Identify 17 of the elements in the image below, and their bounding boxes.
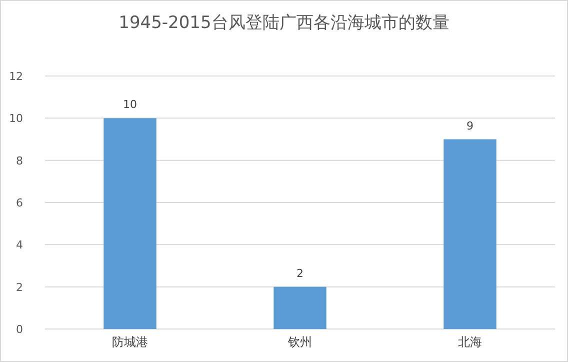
y-tick-label: 12 bbox=[9, 70, 23, 83]
data-label: 9 bbox=[466, 119, 474, 132]
y-tick-label: 6 bbox=[16, 196, 23, 210]
y-tick-label: 4 bbox=[16, 238, 23, 252]
bar bbox=[274, 286, 326, 329]
bar bbox=[444, 139, 496, 329]
chart-title: 1945-2015台风登陆广西各沿海城市的数量 bbox=[118, 13, 450, 33]
x-tick-label: 钦州 bbox=[287, 335, 312, 349]
bar bbox=[104, 118, 156, 329]
x-tick-label: 北海 bbox=[458, 335, 482, 349]
y-tick-label: 8 bbox=[16, 154, 23, 168]
data-label: 10 bbox=[123, 98, 137, 112]
y-tick-label: 0 bbox=[16, 323, 23, 336]
y-tick-label: 10 bbox=[9, 112, 23, 126]
y-tick-label: 2 bbox=[16, 280, 23, 294]
x-tick-label: 防城港 bbox=[112, 335, 148, 349]
data-label: 2 bbox=[296, 266, 304, 280]
